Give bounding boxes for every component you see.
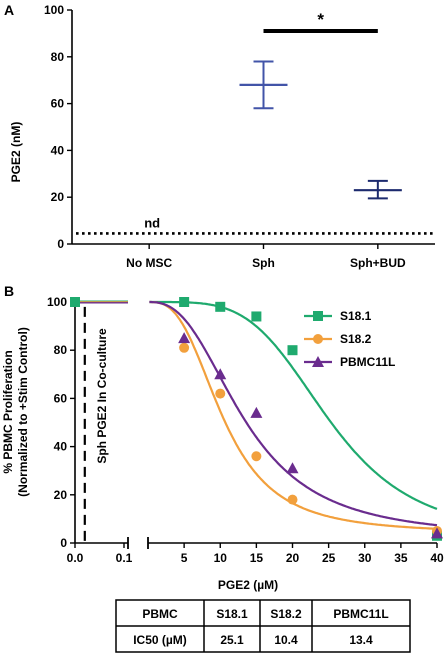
- data-point: [287, 494, 298, 505]
- x-tick-label: 15: [250, 551, 264, 565]
- x-tick-label: 0.0: [67, 551, 84, 565]
- panel-label-a: A: [4, 2, 14, 18]
- data-point: [313, 311, 323, 321]
- y-tick-label: 60: [54, 391, 68, 405]
- data-point: [70, 297, 80, 307]
- y-tick-label: 20: [51, 190, 65, 204]
- x-tick-label: 0.1: [116, 551, 133, 565]
- table-cell: 25.1: [220, 633, 244, 647]
- x-tick-label: 10: [214, 551, 228, 565]
- data-point: [313, 334, 323, 344]
- data-point: [215, 301, 226, 312]
- legend-label: S18.2: [340, 332, 372, 346]
- ic50-table: PBMC S18.1 S18.2 PBMC11L IC50 (µM) 25.1 …: [115, 599, 411, 653]
- data-point: [179, 297, 190, 307]
- x-tick-label: 20: [286, 551, 300, 565]
- x-tick-label: 40: [430, 551, 444, 565]
- x-tick-label: 25: [322, 551, 336, 565]
- data-point: [250, 406, 263, 418]
- x-tick-label: No MSC: [126, 256, 172, 270]
- y-tick-label: 20: [54, 488, 68, 502]
- chart-b-ylabel-2: (Normalized to +Stim Control): [16, 327, 30, 497]
- data-point: [178, 332, 191, 344]
- data-point: [312, 356, 324, 367]
- x-tick-label: Sph+BUD: [350, 256, 406, 270]
- chart-a: PGE2 (nM) 0 20 40 60 80 100 No MSC Sph Sph+BUD nd…: [9, 3, 435, 270]
- data-point: [179, 342, 190, 353]
- table-header-cell: PBMC11L: [333, 607, 388, 621]
- panel-label-b: B: [4, 283, 14, 299]
- table-cell: 13.4: [349, 633, 373, 647]
- table-cell: IC50 (µM): [133, 633, 187, 647]
- data-point: [215, 388, 226, 399]
- y-tick-label: 0: [57, 237, 64, 251]
- y-tick-label: 40: [54, 440, 68, 454]
- data-point: [214, 368, 227, 380]
- reference-label: Sph PGE2 In Co-culture: [95, 328, 109, 464]
- x-tick-label: Sph: [252, 256, 275, 270]
- data-point: [286, 462, 299, 474]
- x-tick-label: 30: [358, 551, 372, 565]
- chart-a-ylabel: PGE2 (nM): [9, 122, 23, 183]
- x-tick-label: 35: [394, 551, 408, 565]
- data-point: [251, 451, 262, 462]
- data-point: [251, 311, 262, 322]
- table-header-cell: S18.2: [270, 607, 302, 621]
- y-tick-label: 100: [44, 3, 64, 17]
- x-tick-label: 5: [181, 551, 188, 565]
- series-line: [149, 300, 438, 510]
- significance-star: *: [317, 10, 324, 29]
- legend-label: S18.1: [340, 309, 372, 323]
- chart-b-ylabel: % PBMC Proliferation: [1, 350, 15, 473]
- y-tick-label: 80: [51, 50, 65, 64]
- series-line: [149, 300, 438, 527]
- chart-b-xlabel: PGE2 (µM): [218, 578, 278, 592]
- chart-b: % PBMC Proliferation (Normalized to +Sti…: [1, 295, 444, 592]
- y-tick-label: 100: [47, 295, 67, 309]
- y-tick-label: 60: [51, 97, 65, 111]
- y-tick-label: 80: [54, 343, 68, 357]
- data-point: [431, 527, 443, 539]
- table-cell: 10.4: [274, 633, 298, 647]
- y-tick-label: 0: [60, 536, 67, 550]
- data-point: [287, 345, 298, 356]
- nd-label: nd: [144, 215, 160, 230]
- table-header-cell: PBMC: [142, 607, 178, 621]
- table-header-cell: S18.1: [216, 607, 248, 621]
- legend-label: PBMC11L: [340, 355, 395, 369]
- y-tick-label: 40: [51, 143, 65, 157]
